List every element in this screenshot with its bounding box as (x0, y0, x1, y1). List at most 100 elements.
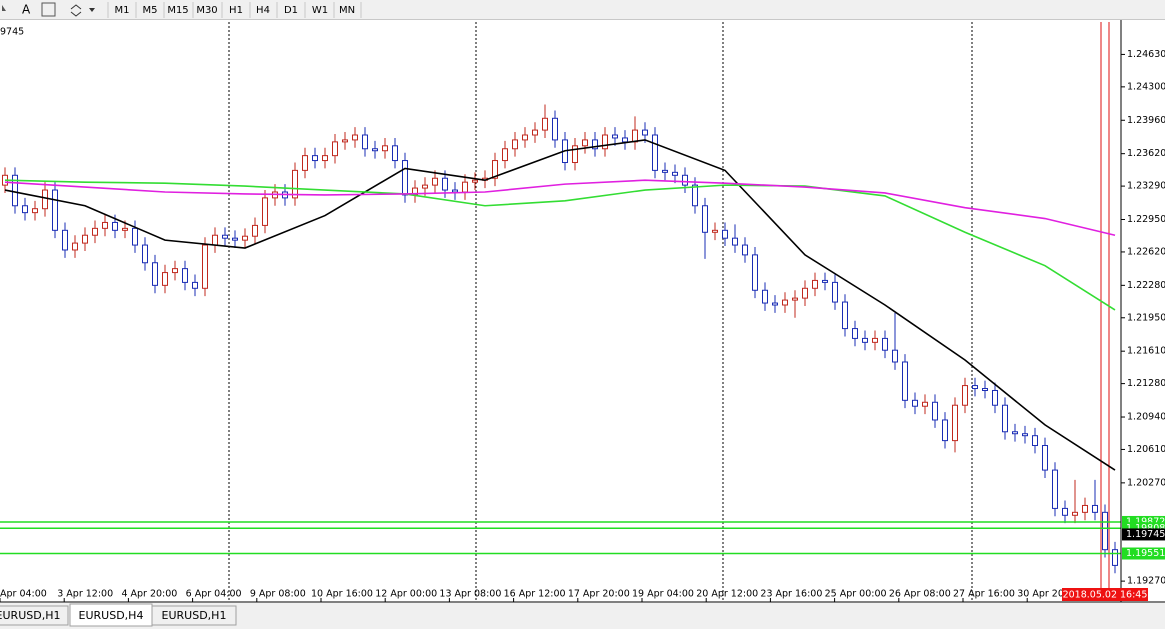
candle-body (552, 117, 558, 141)
x-tick-label: 25 Apr 00:00 (825, 589, 887, 600)
timeframe-button[interactable]: W1 (312, 5, 328, 16)
chart-area (0, 20, 1165, 603)
candle-body (762, 289, 768, 304)
candle-body (402, 160, 408, 196)
candle-body (632, 129, 638, 143)
candle-body (1112, 549, 1118, 566)
tab[interactable] (151, 605, 237, 626)
candle-body (662, 169, 668, 173)
moving-average (4, 179, 1116, 311)
period-separators (228, 22, 973, 600)
candle-body (442, 177, 448, 191)
bid-label-bg (1122, 528, 1165, 541)
candle-body (122, 227, 128, 231)
dropdown-arrow[interactable] (89, 8, 95, 12)
candle-body (842, 301, 848, 330)
arrange-button[interactable] (70, 4, 82, 17)
x-tick-label: 27 Apr 16:00 (953, 589, 1015, 600)
x-tick-label: 19 Apr 04:00 (632, 589, 694, 600)
candle-body (392, 145, 398, 162)
timeframe-button[interactable]: MN (339, 5, 355, 16)
candle-body (182, 268, 188, 283)
timeframe-button[interactable]: M15 (167, 5, 188, 16)
y-tick-label: 1.24630 (1127, 49, 1165, 60)
y-tick-label: 1.20270 (1127, 477, 1165, 488)
candle-body (192, 281, 198, 289)
candle-body (782, 299, 788, 306)
timeframe-button[interactable]: D1 (284, 5, 298, 16)
tab-label[interactable]: EURUSD,H1 (0, 609, 60, 622)
candle-body (532, 129, 538, 136)
candle-body (942, 419, 948, 442)
cursor-time-bg (1062, 588, 1148, 601)
candle-body (152, 262, 158, 286)
candle-body (22, 205, 28, 214)
candle-body (792, 297, 798, 301)
timeframe-button[interactable]: H1 (229, 5, 243, 16)
template-button[interactable] (41, 2, 56, 17)
candle-body (242, 235, 248, 241)
timeframe-button[interactable]: M1 (115, 5, 130, 16)
moving-average (4, 179, 1116, 237)
tab-label[interactable]: EURUSD,H1 (162, 609, 227, 622)
candle-body (912, 399, 918, 407)
candle-body (252, 224, 258, 237)
candle-body (902, 361, 908, 401)
candle-body (382, 145, 388, 152)
candle-body (692, 184, 698, 207)
candle-body (52, 189, 58, 231)
timeframe-button[interactable]: H4 (256, 5, 270, 16)
candle-body (742, 244, 748, 256)
x-tick-label: Apr 04:00 (0, 589, 47, 600)
y-tick-label: 1.19270 (1127, 576, 1165, 587)
candle-body (452, 189, 458, 193)
candle-body (972, 385, 978, 390)
candle-body (522, 134, 528, 141)
x-tick-label: 20 Apr 12:00 (696, 589, 758, 600)
candle-body (812, 279, 818, 289)
candle-body (342, 139, 348, 143)
toolbar-icon[interactable] (2, 5, 6, 11)
candle-body (82, 234, 88, 244)
candle-body (462, 181, 468, 193)
plot (0, 104, 1121, 574)
candle-body (32, 208, 38, 214)
candle-body (112, 221, 118, 231)
y-tick-label: 1.21610 (1127, 346, 1165, 357)
candle-body (832, 281, 838, 303)
y-tick-label: 1.21280 (1127, 378, 1165, 389)
axes: 1.24630 1.24300 1.23960 1.23620 1.23290 1.229… (0, 49, 1165, 602)
y-tick-label: 1.23620 (1127, 148, 1165, 159)
candle-body (1022, 433, 1028, 437)
candle-body (292, 169, 298, 199)
y-tick-label: 1.23960 (1127, 115, 1165, 126)
candle-body (822, 279, 828, 283)
candle-body (612, 134, 618, 139)
candle-body (642, 129, 648, 136)
timeframe-button[interactable]: M5 (143, 5, 158, 16)
candle-body (332, 141, 338, 157)
x-tick-label: 4 Apr 20:00 (121, 589, 177, 600)
candle-body (982, 388, 988, 391)
candle-body (472, 179, 478, 183)
candle-body (582, 139, 588, 147)
candle-body (12, 174, 18, 207)
candle-body (262, 197, 268, 226)
candle-body (852, 328, 858, 339)
y-tick-label: 1.22280 (1127, 280, 1165, 291)
tab-label[interactable]: EURUSD,H4 (79, 609, 144, 622)
font-button[interactable]: A (22, 3, 31, 17)
candle-body (302, 155, 308, 171)
candle-body (682, 174, 688, 186)
candle-body (362, 134, 368, 150)
candle-body (1082, 504, 1088, 513)
timeframe-button[interactable]: M30 (196, 5, 217, 16)
x-tick-label: 10 Apr 16:00 (311, 589, 373, 600)
tab[interactable] (0, 605, 69, 626)
candle-body (172, 268, 178, 274)
candle-body (372, 148, 378, 152)
x-tick-label: 3 Apr 12:00 (57, 589, 113, 600)
candle-body (512, 139, 518, 150)
candle-body (352, 134, 358, 141)
